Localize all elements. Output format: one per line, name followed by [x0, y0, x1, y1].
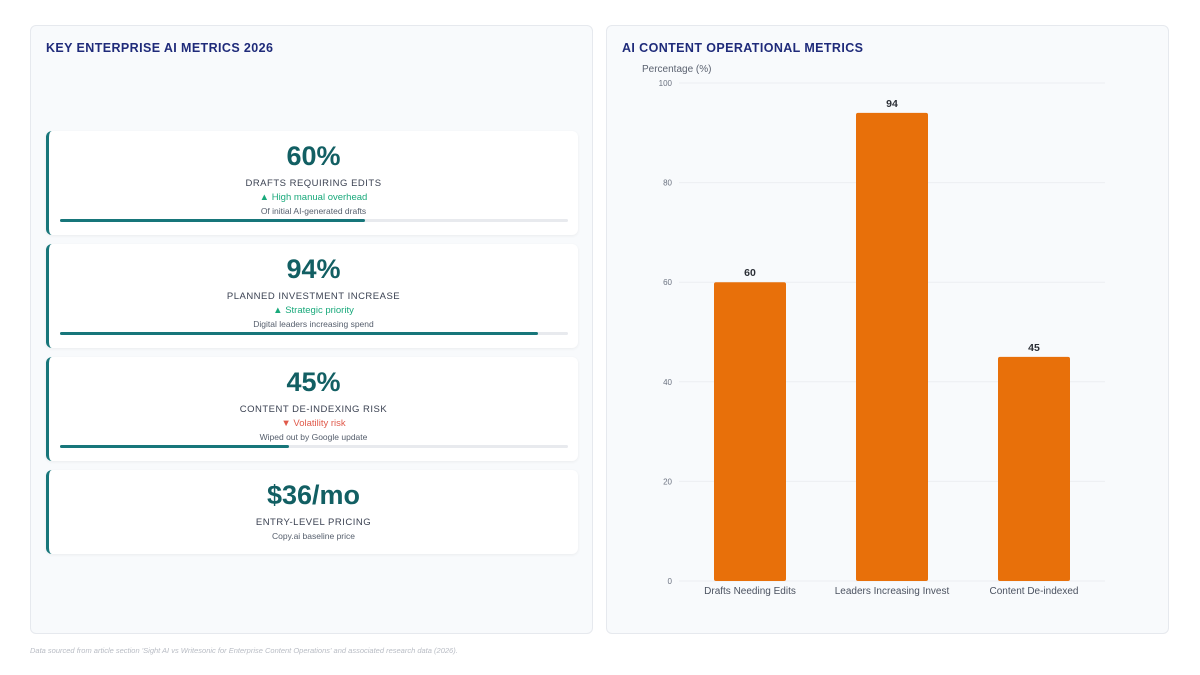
metrics-panel-title: KEY ENTERPRISE AI METRICS 2026: [46, 41, 274, 55]
metric-label: DRAFTS REQUIRING EDITS: [245, 178, 382, 189]
bar-data-label: 60: [744, 267, 756, 279]
progress-fill: [60, 445, 289, 448]
y-tick-label: 80: [663, 179, 672, 188]
y-tick-label: 60: [663, 278, 672, 287]
metric-card-deindexing: 45% CONTENT DE-INDEXING RISK ▼ Volatilit…: [46, 357, 578, 461]
metric-value: 45%: [286, 367, 341, 397]
metric-note: Of initial AI-generated drafts: [260, 206, 367, 216]
chart-panel-title: AI CONTENT OPERATIONAL METRICS: [622, 41, 864, 55]
bar: [714, 282, 786, 581]
progress-track: [60, 445, 568, 448]
progress-track: [60, 332, 568, 335]
y-axis-title: Percentage (%): [642, 64, 711, 75]
y-tick-label: 40: [663, 378, 672, 387]
metric-value: $36/mo: [266, 480, 361, 510]
x-tick-label: Content De-indexed: [990, 586, 1079, 597]
progress-fill: [60, 219, 365, 222]
y-tick-label: 100: [659, 79, 673, 88]
metric-value: 94%: [286, 254, 341, 284]
x-tick-label: Drafts Needing Edits: [704, 586, 796, 597]
metrics-panel: KEY ENTERPRISE AI METRICS 2026 60% DRAFT…: [30, 25, 593, 634]
metric-card-pricing: $36/mo ENTRY-LEVEL PRICING Copy.ai basel…: [46, 470, 578, 554]
metric-value: 60%: [286, 141, 341, 171]
metric-card-investment: 94% PLANNED INVESTMENT INCREASE ▲ Strate…: [46, 244, 578, 348]
metric-note: Copy.ai baseline price: [272, 531, 355, 541]
metric-trend: ▲ High manual overhead: [259, 192, 368, 203]
chart-panel: AI CONTENT OPERATIONAL METRICS Percentag…: [606, 25, 1169, 634]
metric-note: Wiped out by Google update: [259, 432, 368, 442]
bar: [998, 356, 1070, 581]
metric-card-drafts-edits: 60% DRAFTS REQUIRING EDITS ▲ High manual…: [46, 131, 578, 235]
metric-trend: ▲ Strategic priority: [273, 305, 354, 316]
bar-data-label: 94: [886, 98, 898, 110]
x-tick-label: Leaders Increasing Invest: [835, 586, 950, 597]
y-tick-label: 0: [668, 577, 673, 586]
metric-label: PLANNED INVESTMENT INCREASE: [226, 291, 401, 302]
progress-track: [60, 219, 568, 222]
y-tick-label: 20: [663, 477, 672, 486]
progress-fill: [60, 332, 538, 335]
bar: [856, 112, 928, 581]
bar-chart: Percentage (%) 0 20 40 60 80 100 60 Drafts Needi…: [642, 64, 1105, 597]
metric-label: CONTENT DE-INDEXING RISK: [239, 404, 388, 415]
metric-label: ENTRY-LEVEL PRICING: [255, 517, 372, 528]
bar-data-label: 45: [1028, 342, 1040, 354]
source-footnote: Data sourced from article section 'Sight…: [30, 646, 458, 655]
metric-note: Digital leaders increasing spend: [253, 319, 374, 329]
metric-trend: ▼ Volatility risk: [281, 418, 346, 429]
